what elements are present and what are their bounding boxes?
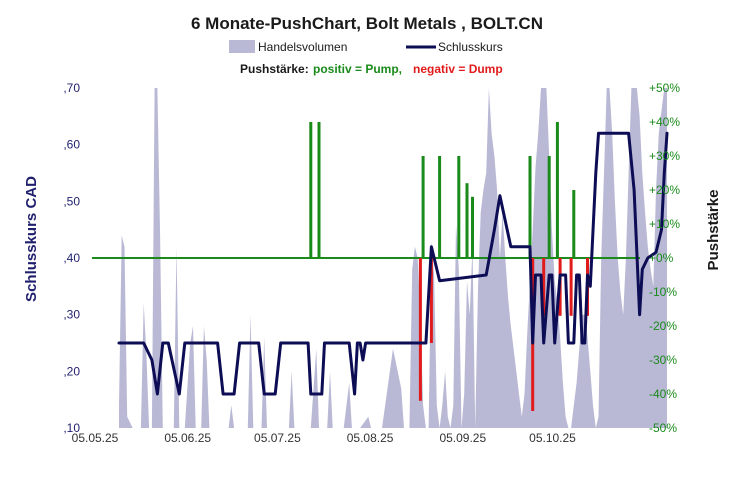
- pump-bar-0: [309, 122, 313, 258]
- right-tick-label: +30%: [649, 149, 680, 163]
- left-tick-label: ,20: [63, 364, 80, 378]
- push-legend-negative: negativ = Dump: [413, 62, 503, 76]
- pump-bar-10: [572, 190, 576, 258]
- y2-axis-title: Pushstärke: [705, 190, 722, 271]
- pump-bar-6: [471, 196, 474, 258]
- legend-volume-label: Handelsvolumen: [258, 40, 347, 54]
- pump-bar-7: [528, 156, 532, 258]
- volume-area-layer: [119, 88, 667, 428]
- right-tick-label: -10%: [649, 285, 677, 299]
- push-bars-layer: [92, 122, 640, 411]
- x-tick-label: 05.07.25: [254, 431, 301, 445]
- close-line-layer: [117, 131, 669, 396]
- dump-bar-12: [429, 258, 433, 343]
- legend-volume-swatch: [229, 40, 255, 53]
- push-legend: Pushstärke: positiv = Pump, negativ = Du…: [240, 62, 503, 76]
- dump-bar-14: [542, 258, 546, 316]
- pump-bar-4: [457, 156, 461, 258]
- volume-area: [119, 88, 667, 428]
- dump-bar-11: [418, 258, 422, 401]
- pump-bar-9: [555, 122, 559, 258]
- y-axis-title: Schlusskurs CAD: [23, 176, 40, 302]
- right-axis-ticks: +50% +40% +30% +20% +10% +0% -10% -20% -30% -40% -…: [649, 81, 680, 435]
- right-tick-label: -40%: [649, 387, 677, 401]
- close-price-line: [117, 131, 669, 396]
- x-tick-label: 05.05.25: [72, 431, 119, 445]
- right-tick-label: +10%: [649, 217, 680, 231]
- left-axis-ticks: ,70 ,60 ,50 ,40 ,30 ,20 ,10: [63, 81, 80, 435]
- chart-title: 6 Monate-PushChart, Bolt Metals , BOLT.C…: [191, 14, 543, 33]
- pump-bar-2: [421, 156, 425, 258]
- dump-bar-16: [569, 258, 573, 316]
- right-tick-label: +40%: [649, 115, 680, 129]
- pump-bar-5: [465, 183, 469, 258]
- x-tick-label: 05.06.25: [164, 431, 211, 445]
- pump-bar-8: [547, 156, 551, 258]
- left-tick-label: ,40: [63, 251, 80, 265]
- right-tick-label: -30%: [649, 353, 677, 367]
- push-legend-positive: positiv = Pump,: [313, 62, 402, 76]
- left-tick-label: ,30: [63, 308, 80, 322]
- right-tick-label: +50%: [649, 81, 680, 95]
- legend-close-label: Schlusskurs: [438, 40, 503, 54]
- left-tick-label: ,50: [63, 194, 80, 208]
- legend: Handelsvolumen Schlusskurs: [229, 40, 503, 54]
- right-tick-label: +0%: [649, 251, 674, 265]
- left-tick-label: ,70: [63, 81, 80, 95]
- pump-bar-1: [317, 122, 321, 258]
- pump-bar-3: [438, 156, 442, 258]
- x-tick-label: 05.09.25: [439, 431, 486, 445]
- left-tick-label: ,60: [63, 138, 80, 152]
- x-tick-label: 05.08.25: [347, 431, 394, 445]
- right-tick-label: -50%: [649, 421, 677, 435]
- right-tick-label: +20%: [649, 183, 680, 197]
- left-tick-label: ,10: [63, 421, 80, 435]
- x-axis-ticks: 05.05.25 05.06.25 05.07.25 05.08.25 05.09.25…: [72, 431, 577, 445]
- x-tick-label: 05.10.25: [529, 431, 576, 445]
- right-tick-label: -20%: [649, 319, 677, 333]
- push-legend-prefix: Pushstärke:: [240, 62, 309, 76]
